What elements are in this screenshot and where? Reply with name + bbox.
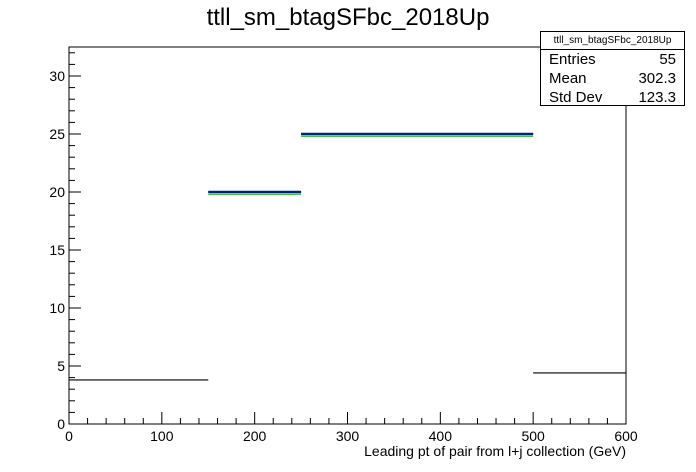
- y-tick-label: 25: [49, 126, 65, 142]
- stats-title: ttll_sm_btagSFbc_2018Up: [541, 32, 684, 50]
- x-tick-label: 100: [150, 428, 174, 444]
- y-axis: 0 5 10 15 20 25 30: [49, 52, 81, 432]
- x-axis-label: Leading pt of pair from l+j collection (…: [364, 443, 626, 459]
- stats-stddev-row: Std Dev 123.3: [541, 88, 684, 107]
- x-tick-label: 500: [521, 428, 545, 444]
- stats-mean-row: Mean 302.3: [541, 69, 684, 88]
- x-tick-label: 0: [65, 428, 73, 444]
- x-axis: 0 100 200 300 400 500 600: [65, 412, 638, 444]
- stats-stddev-label: Std Dev: [549, 89, 603, 106]
- x-tick-label: 300: [336, 428, 360, 444]
- stats-entries-label: Entries: [549, 51, 596, 68]
- stats-stddev-value: 123.3: [638, 89, 676, 106]
- y-tick-label: 15: [49, 242, 65, 258]
- x-tick-label: 200: [243, 428, 267, 444]
- stats-mean-value: 302.3: [638, 70, 676, 87]
- y-tick-label: 20: [49, 184, 65, 200]
- y-tick-label: 0: [57, 416, 65, 432]
- chart-title: ttll_sm_btagSFbc_2018Up: [206, 4, 490, 31]
- histogram-bins: [69, 132, 626, 381]
- stats-box: ttll_sm_btagSFbc_2018Up Entries 55 Mean …: [540, 31, 685, 106]
- y-tick-label: 30: [49, 68, 65, 84]
- y-tick-label: 10: [49, 300, 65, 316]
- y-tick-label: 5: [57, 358, 65, 374]
- stats-mean-label: Mean: [549, 70, 587, 87]
- stats-entries-row: Entries 55: [541, 50, 684, 69]
- x-tick-label: 400: [429, 428, 453, 444]
- stats-entries-value: 55: [659, 51, 676, 68]
- x-tick-label: 600: [614, 428, 638, 444]
